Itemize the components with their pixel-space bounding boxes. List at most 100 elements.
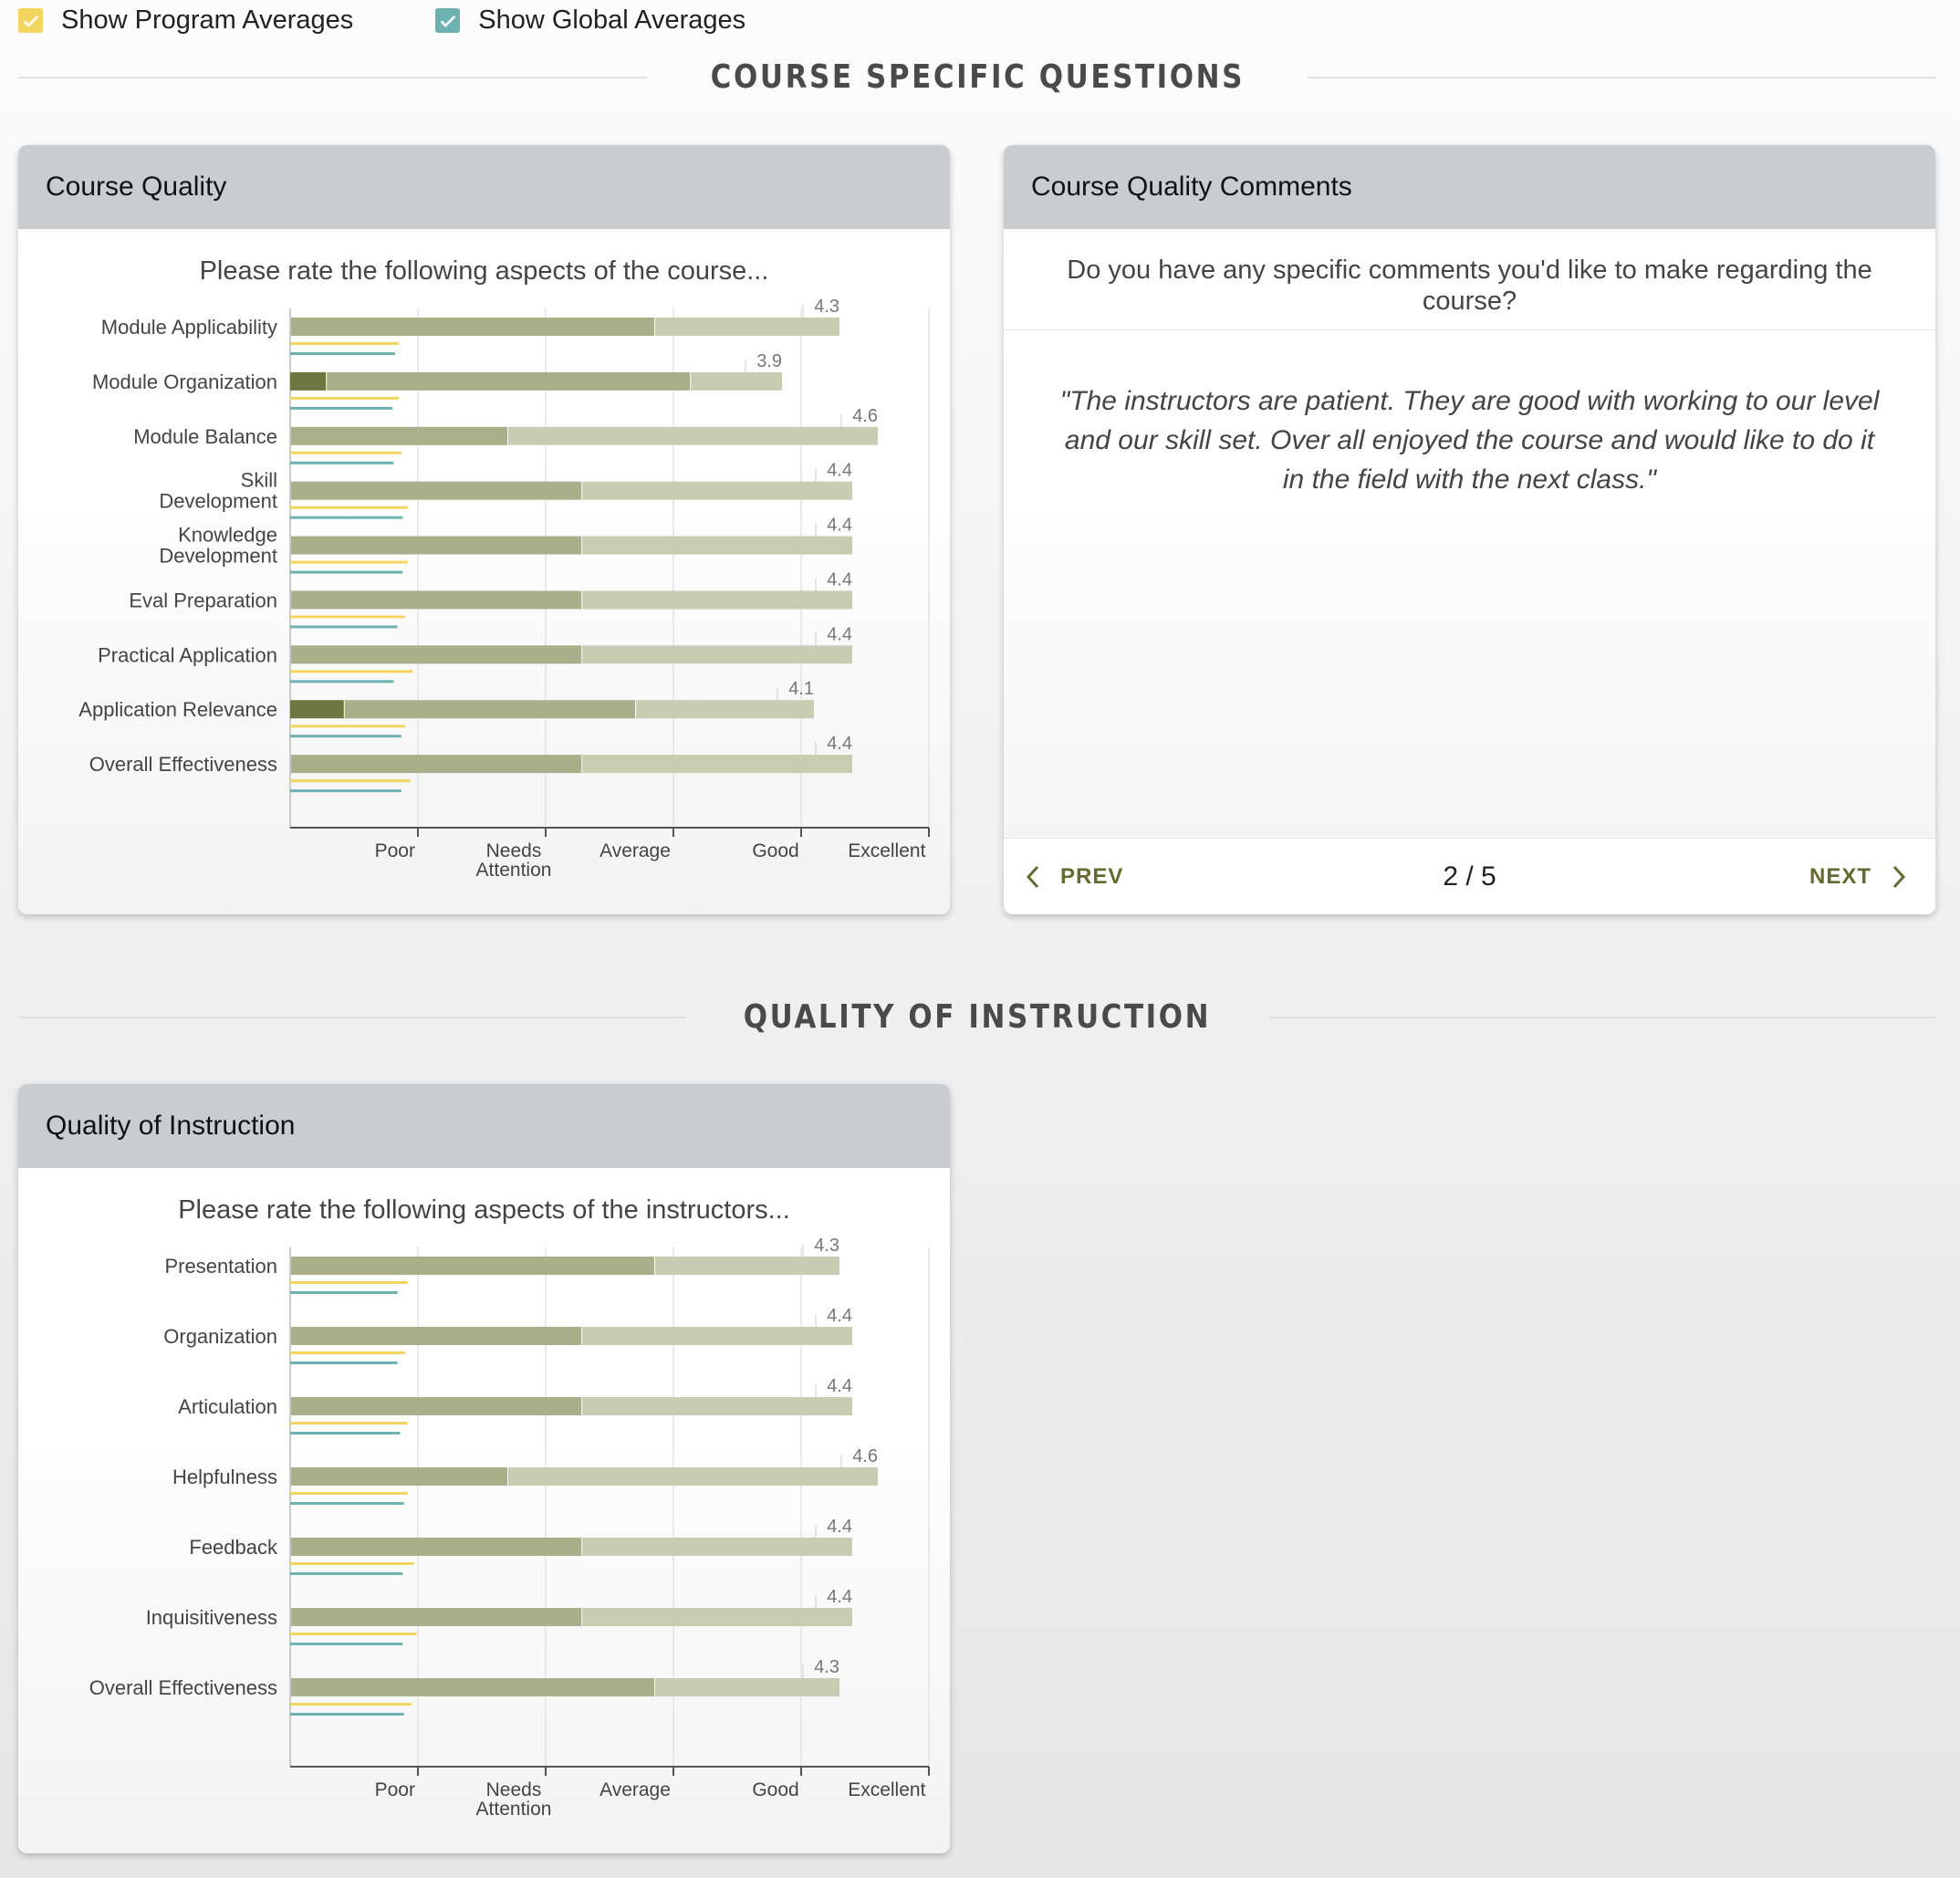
bar-segment-light xyxy=(582,755,852,774)
global-averages-checkbox[interactable]: Show Global Averages xyxy=(435,5,745,36)
category-label: Module Balance xyxy=(133,425,277,448)
x-tick-label: Needs xyxy=(486,1779,542,1800)
bar-segment-mid xyxy=(291,1397,582,1415)
category-label: Development xyxy=(159,490,277,513)
program-average-line xyxy=(290,396,399,400)
bar-segment-light xyxy=(508,1467,878,1486)
global-average-line xyxy=(290,789,401,793)
category-label: Articulation xyxy=(178,1395,277,1418)
category-label: Eval Preparation xyxy=(129,589,277,611)
bar-segment-mid xyxy=(291,755,582,774)
category-label: Practical Application xyxy=(98,643,277,666)
next-button[interactable]: NEXT xyxy=(1809,863,1910,891)
x-tick-label: Good xyxy=(752,840,798,861)
average-value-label: 4.6 xyxy=(852,406,878,426)
bar-segment-mid xyxy=(291,318,654,336)
global-average-line xyxy=(290,352,395,355)
program-average-line xyxy=(290,451,401,454)
category-label: Organization xyxy=(163,1325,277,1348)
category-label: Overall Effectiveness xyxy=(89,1676,277,1699)
average-value-label: 4.4 xyxy=(827,569,852,589)
x-tick-label: Excellent xyxy=(848,1779,925,1800)
category-label: Presentation xyxy=(164,1255,277,1278)
category-label: Overall Effectiveness xyxy=(89,753,277,776)
x-tick-label: Poor xyxy=(375,840,415,861)
bar-segment-mid xyxy=(291,1327,582,1345)
program-average-line xyxy=(290,1562,414,1565)
global-average-line xyxy=(290,680,394,683)
bar-segment-light xyxy=(582,645,852,664)
comment-question: Do you have any specific comments you'd … xyxy=(1004,229,1935,330)
x-tick-label: Attention xyxy=(476,860,552,881)
chevron-right-icon xyxy=(1892,865,1906,888)
average-value-label: 4.4 xyxy=(827,624,852,644)
divider xyxy=(1308,76,1936,78)
x-tick-label: Excellent xyxy=(848,840,925,861)
bar-segment-light xyxy=(582,1538,852,1556)
category-label: Knowledge xyxy=(178,524,277,547)
bar-segment-light xyxy=(582,1327,852,1345)
average-value-label: 4.3 xyxy=(814,1236,839,1256)
prev-button[interactable]: PREV xyxy=(1022,863,1123,891)
bar-segment-light xyxy=(582,1397,852,1415)
bar-segment-mid xyxy=(291,426,507,445)
program-average-line xyxy=(290,725,405,728)
page-indicator: 2 / 5 xyxy=(1443,861,1496,892)
category-label: Inquisitiveness xyxy=(146,1606,277,1629)
global-average-line xyxy=(290,516,403,519)
course-quality-card: Course Quality Please rate the following… xyxy=(18,145,950,914)
quality-instruction-card: Quality of Instruction Please rate the f… xyxy=(18,1084,950,1853)
global-average-line xyxy=(290,461,394,464)
global-average-line xyxy=(290,570,403,574)
average-toggles: Show Program Averages Show Global Averag… xyxy=(18,5,745,36)
bar-segment-light xyxy=(582,1608,852,1626)
bar-segment-mid xyxy=(327,371,691,391)
x-tick-label: Good xyxy=(752,1779,798,1800)
category-label: Module Organization xyxy=(92,370,277,393)
bar-segment-mid xyxy=(344,700,635,719)
next-label: NEXT xyxy=(1809,863,1871,889)
category-label: Module Applicability xyxy=(101,316,277,339)
bar-segment-mid xyxy=(291,481,582,500)
average-value-label: 4.6 xyxy=(852,1446,878,1466)
card-subtitle: Please rate the following aspects of the… xyxy=(199,256,769,286)
bar-segment-light xyxy=(582,536,852,555)
program-average-line xyxy=(290,615,405,619)
x-tick-label: Poor xyxy=(375,1779,415,1800)
bar-segment-mid xyxy=(291,590,582,610)
global-average-line xyxy=(290,1432,401,1435)
x-tick-label: Average xyxy=(599,840,671,861)
average-value-label: 3.9 xyxy=(756,351,782,371)
section-header-instruction: QUALITY OF INSTRUCTION xyxy=(18,998,1936,1036)
global-average-line xyxy=(290,1572,403,1575)
bar-segment-mid xyxy=(291,1608,582,1626)
global-average-line xyxy=(290,1643,403,1645)
program-average-line xyxy=(290,1633,417,1635)
global-average-line xyxy=(290,1362,398,1364)
category-label: Development xyxy=(159,545,277,568)
divider xyxy=(18,76,647,78)
program-average-line xyxy=(290,560,408,564)
section-title: COURSE SPECIFIC QUESTIONS xyxy=(710,58,1245,96)
prev-label: PREV xyxy=(1060,863,1124,889)
card-title: Course Quality Comments xyxy=(1004,145,1935,229)
program-average-line xyxy=(290,342,399,345)
global-average-line xyxy=(290,735,401,738)
program-averages-checkbox[interactable]: Show Program Averages xyxy=(18,5,353,36)
checkbox-checked-icon xyxy=(18,8,43,33)
average-value-label: 4.4 xyxy=(827,1306,852,1326)
bar-segment-mid xyxy=(291,1538,582,1556)
comment-pager: PREV 2 / 5 NEXT xyxy=(1004,838,1935,914)
category-label: Feedback xyxy=(189,1536,278,1559)
program-average-line xyxy=(290,1351,405,1354)
global-average-line xyxy=(290,1713,404,1716)
average-value-label: 4.4 xyxy=(827,1376,852,1396)
card-title: Course Quality xyxy=(18,145,950,229)
card-title: Quality of Instruction xyxy=(18,1084,950,1168)
divider xyxy=(18,1016,686,1018)
chevron-left-icon xyxy=(1026,865,1039,888)
average-value-label: 4.3 xyxy=(814,297,839,317)
program-average-line xyxy=(290,1281,408,1284)
bar-segment-dark xyxy=(290,700,344,719)
